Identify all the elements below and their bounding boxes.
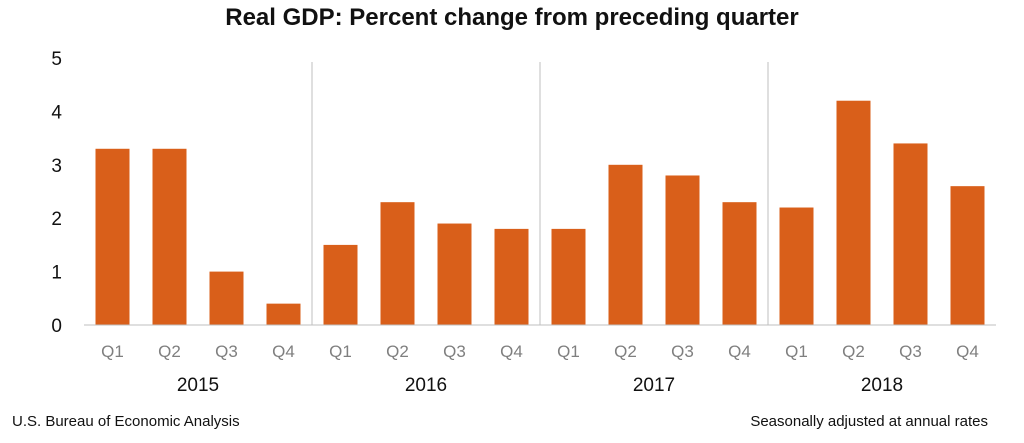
- year-group-label: 2018: [861, 375, 903, 396]
- bar-2016-q4: [494, 228, 529, 325]
- bar-2018-q3: [893, 143, 928, 325]
- x-tick-label: Q3: [443, 342, 466, 361]
- y-tick-label: 3: [51, 156, 62, 177]
- bar-2015-q3: [209, 271, 244, 325]
- source-note: U.S. Bureau of Economic Analysis: [12, 413, 240, 430]
- bar-2018-q2: [836, 100, 871, 325]
- bar-2015-q4: [266, 303, 301, 325]
- x-tick-label: Q3: [899, 342, 922, 361]
- y-tick-label: 0: [51, 316, 62, 337]
- bar-2017-q3: [665, 175, 700, 325]
- x-tick-label: Q4: [956, 342, 979, 361]
- y-tick-label: 5: [51, 49, 62, 70]
- x-tick-label: Q2: [386, 342, 409, 361]
- x-tick-label: Q3: [671, 342, 694, 361]
- bar-2016-q1: [323, 244, 358, 325]
- bar-2015-q1: [95, 148, 130, 325]
- bar-2016-q3: [437, 223, 472, 325]
- x-tick-label: Q4: [272, 342, 295, 361]
- y-tick-label: 4: [51, 102, 62, 123]
- x-tick-label: Q1: [557, 342, 580, 361]
- x-tick-label: Q2: [842, 342, 865, 361]
- y-tick-label: 1: [51, 263, 62, 284]
- year-group-label: 2015: [177, 375, 219, 396]
- x-tick-label: Q1: [785, 342, 808, 361]
- bar-2017-q4: [722, 202, 757, 325]
- x-tick-label: Q1: [329, 342, 352, 361]
- y-tick-label: 2: [51, 209, 62, 230]
- seasonal-adjustment-note: Seasonally adjusted at annual rates: [750, 413, 988, 430]
- year-group-label: 2016: [405, 375, 447, 396]
- x-tick-label: Q3: [215, 342, 238, 361]
- bar-2015-q2: [152, 148, 187, 325]
- chart-title: Real GDP: Percent change from preceding …: [225, 4, 799, 31]
- bar-2018-q4: [950, 186, 985, 325]
- bar-2017-q1: [551, 228, 586, 325]
- x-tick-label: Q4: [500, 342, 523, 361]
- x-tick-label: Q1: [101, 342, 124, 361]
- bar-2017-q2: [608, 164, 643, 325]
- year-group-label: 2017: [633, 375, 675, 396]
- x-tick-label: Q2: [614, 342, 637, 361]
- x-tick-label: Q2: [158, 342, 181, 361]
- bar-2016-q2: [380, 202, 415, 325]
- bar-2018-q1: [779, 207, 814, 325]
- x-tick-label: Q4: [728, 342, 751, 361]
